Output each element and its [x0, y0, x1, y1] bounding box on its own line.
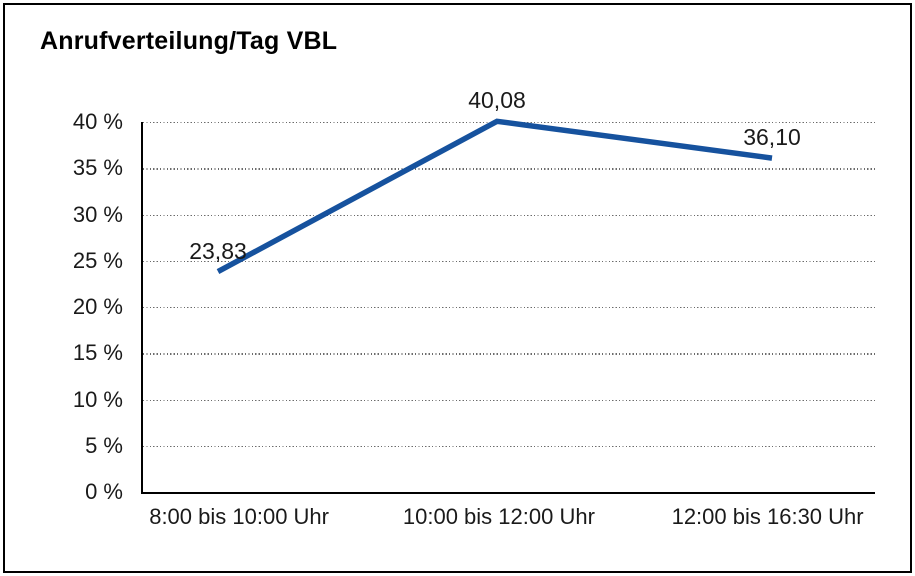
x-tick-label: 8:00 bis 10:00 Uhr — [149, 504, 329, 529]
h-gridline — [143, 214, 875, 216]
y-tick-label: 40 % — [72, 109, 123, 134]
x-tick-label: 12:00 bis 16:30 Uhr — [671, 504, 864, 529]
h-gridline — [143, 168, 875, 170]
y-axis-labels: 40 % 35 % 30 % 25 % 20 % 15 % 10 % 5 % 0 % — [0, 0, 133, 576]
x-axis-labels: 8:00 bis 10:00 Uhr 10:00 bis 12:00 Uhr 12:… — [0, 504, 915, 534]
x-tick-label: 10:00 bis 12:00 Uhr — [402, 504, 595, 529]
y-tick-label: 35 % — [72, 155, 123, 181]
data-point-label: 36,10 — [743, 124, 801, 151]
y-tick-label: 5 % — [85, 432, 123, 458]
line-series-layer — [216, 118, 773, 275]
h-gridline — [143, 260, 875, 263]
data-point-label: 23,83 — [189, 237, 247, 264]
chart-title: Anrufverteilung/Tag VBL — [40, 27, 338, 55]
h-gridline — [143, 399, 875, 401]
y-tick-label: 10 % — [72, 386, 123, 412]
y-tick-label: 25 % — [72, 247, 123, 273]
y-tick-label: 20 % — [72, 294, 123, 319]
h-gridline — [143, 445, 875, 448]
y-tick-label: 15 % — [72, 340, 123, 366]
y-tick-label: 0 % — [85, 479, 123, 504]
y-tick-label: 30 % — [72, 201, 123, 227]
data-point-label: 40,08 — [468, 87, 526, 114]
plot-area: 23,83 40,08 36,10 — [141, 89, 875, 494]
h-gridline — [143, 353, 875, 355]
h-gridline — [143, 307, 875, 309]
series-line — [216, 118, 773, 275]
